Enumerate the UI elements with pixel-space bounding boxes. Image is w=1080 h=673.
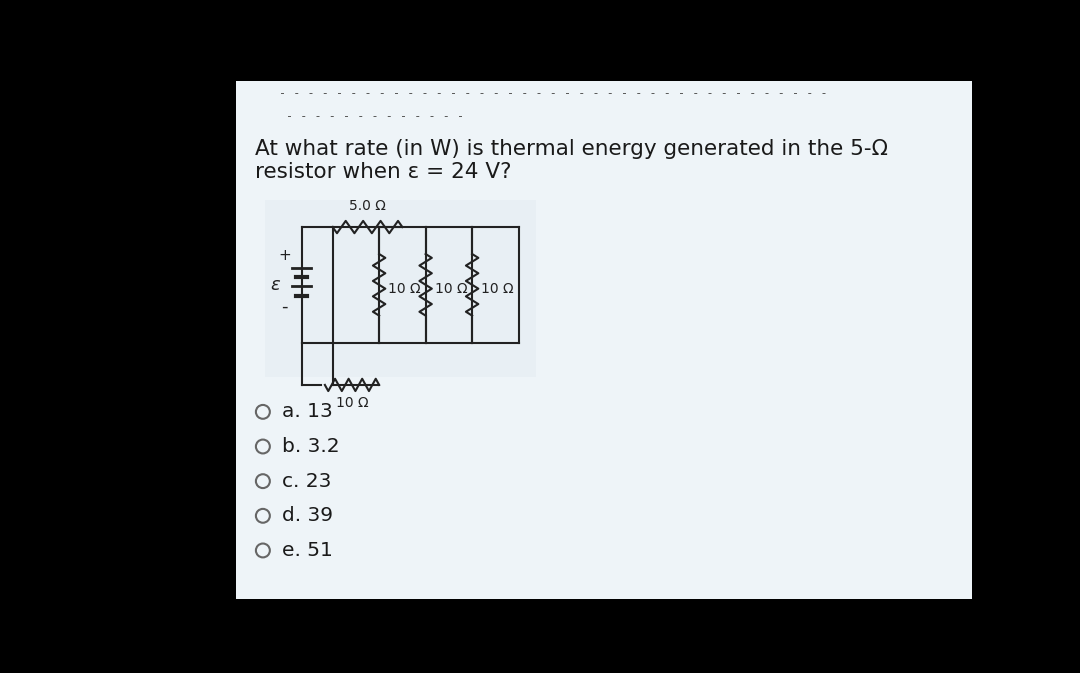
Text: 10 Ω: 10 Ω: [435, 282, 468, 295]
Text: e. 51: e. 51: [282, 541, 333, 560]
Text: 10 Ω: 10 Ω: [336, 396, 368, 411]
Text: 10 Ω: 10 Ω: [389, 282, 421, 295]
Text: -: -: [281, 297, 288, 316]
Text: b. 3.2: b. 3.2: [282, 437, 340, 456]
Text: a. 13: a. 13: [282, 402, 333, 421]
Text: - - - - - - - - - - - - - - - - - - - - - - - - - - - - - - - - - - - - - - -: - - - - - - - - - - - - - - - - - - - - …: [280, 87, 827, 100]
Text: ε: ε: [270, 276, 280, 294]
Text: 10 Ω: 10 Ω: [482, 282, 514, 295]
Text: - - - - - - - - - - - - -: - - - - - - - - - - - - -: [286, 110, 464, 123]
Text: c. 23: c. 23: [282, 472, 332, 491]
Bar: [266, 200, 537, 377]
Text: 5.0 Ω: 5.0 Ω: [349, 199, 386, 213]
Bar: [235, 81, 972, 599]
Text: resistor when ε = 24 V?: resistor when ε = 24 V?: [255, 162, 512, 182]
Text: At what rate (in W) is thermal energy generated in the 5-Ω: At what rate (in W) is thermal energy ge…: [255, 139, 888, 159]
Text: d. 39: d. 39: [282, 506, 334, 526]
Text: +: +: [279, 248, 291, 263]
